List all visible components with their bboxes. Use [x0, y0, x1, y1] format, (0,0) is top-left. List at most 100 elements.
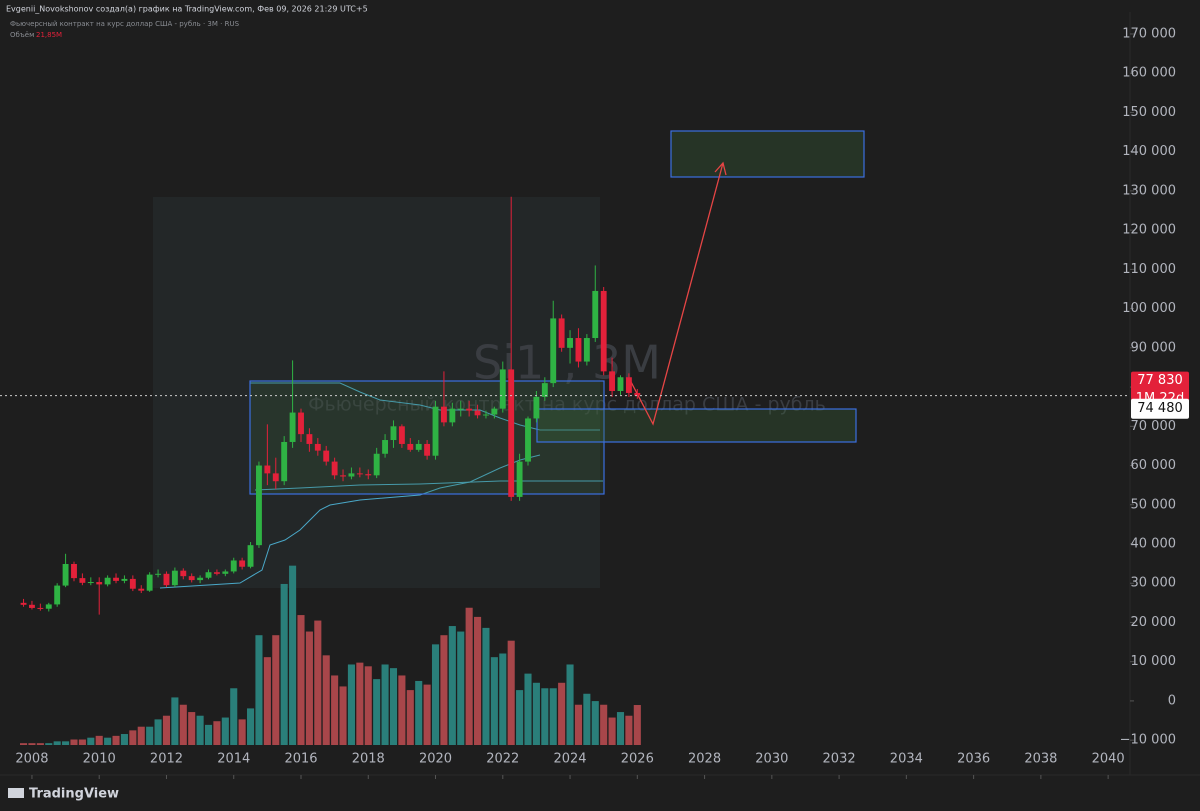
y-tick-label: −10 000	[1120, 733, 1176, 748]
y-tick-label: 20 000	[1131, 615, 1177, 630]
candle-body	[356, 473, 363, 475]
volume-bar	[490, 657, 498, 745]
y-tick-label: 60 000	[1131, 458, 1177, 473]
y-tick-label: 120 000	[1122, 223, 1176, 238]
candle-body	[550, 318, 557, 384]
y-tick-label: 0	[1168, 693, 1176, 708]
volume-bar	[406, 690, 414, 745]
volume-bar	[78, 739, 86, 745]
volume-bar	[221, 717, 229, 745]
candle-body	[634, 392, 641, 396]
volume-bar	[524, 673, 532, 745]
candle-body	[499, 369, 506, 409]
x-tick-label: 2018	[352, 752, 385, 767]
volume-last: 21,85M	[36, 31, 62, 39]
candle-body	[365, 474, 372, 476]
y-tick-label: 170 000	[1122, 26, 1176, 41]
candle-body	[79, 578, 86, 583]
x-tick-label: 2032	[823, 752, 856, 767]
volume-bar	[465, 607, 473, 745]
candle-body	[37, 607, 44, 609]
ma-line	[250, 382, 600, 431]
candle-body	[474, 410, 481, 416]
candle-body	[138, 588, 145, 591]
candle-body	[558, 318, 565, 348]
candle-body	[348, 473, 355, 477]
author-line: Evgenii_Novokshonov создал(а) график на …	[6, 5, 368, 14]
volume-name: Объём	[10, 31, 34, 39]
candle-body	[62, 564, 69, 586]
volume-bar	[154, 719, 162, 745]
volume-bar	[457, 631, 465, 745]
candle-body	[592, 290, 599, 339]
volume-bar	[549, 688, 557, 745]
y-tick-label: 70 000	[1131, 419, 1177, 434]
volume-bar	[87, 737, 95, 745]
x-tick-label: 2010	[83, 752, 116, 767]
candle-body	[609, 371, 616, 391]
volume-bar	[356, 662, 364, 745]
volume-bar	[431, 644, 440, 745]
candle-body	[331, 461, 338, 476]
volume-pane	[19, 565, 641, 745]
candle-body	[256, 465, 262, 546]
volume-bar	[171, 697, 179, 745]
candle-body	[382, 440, 389, 454]
y-tick-label: 100 000	[1122, 301, 1176, 316]
volume-bar	[137, 726, 145, 745]
candle-body	[398, 426, 405, 444]
candle-body	[163, 573, 170, 586]
volume-bar	[373, 679, 381, 745]
volume-bar	[482, 627, 490, 745]
volume-bar	[532, 682, 540, 745]
candle-body	[306, 434, 313, 444]
y-tick-label: 50 000	[1131, 497, 1177, 512]
volume-bar	[272, 635, 280, 745]
y-tick-label: 130 000	[1122, 183, 1176, 198]
candle-body	[516, 461, 523, 497]
candle-body	[457, 408, 464, 410]
volume-bar	[53, 741, 61, 745]
candle-body	[20, 602, 27, 605]
candle-body	[205, 572, 212, 578]
volume-bar	[583, 693, 591, 745]
target-box	[670, 130, 865, 178]
candle-body	[617, 377, 624, 391]
volume-bar	[230, 688, 238, 745]
x-tick-label: 2034	[890, 752, 923, 767]
volume-bar	[541, 688, 549, 745]
volume-bar	[600, 704, 608, 745]
candle-body	[264, 465, 271, 474]
ma-line	[159, 454, 541, 589]
volume-bar	[162, 715, 171, 745]
x-tick-label: 2016	[284, 752, 317, 767]
volume-bar	[633, 705, 641, 745]
y-tick-label: 40 000	[1131, 536, 1177, 551]
candle-body	[104, 577, 111, 585]
candle-body	[491, 408, 498, 415]
x-tick-label: 2012	[150, 752, 183, 767]
volume-bar	[297, 615, 305, 745]
volume-bar	[45, 743, 53, 745]
candle-body	[449, 408, 456, 423]
volume-bar	[474, 616, 482, 745]
x-tick-label: 2020	[419, 752, 452, 767]
candle-body	[583, 338, 590, 362]
candle-body	[415, 443, 422, 450]
volume-bar	[95, 735, 103, 745]
volume-bar	[70, 739, 78, 745]
volume-bar	[112, 735, 120, 745]
volume-bar	[625, 715, 633, 745]
x-tick-label: 2008	[15, 752, 48, 767]
candle-body	[239, 560, 246, 567]
volume-bar	[516, 690, 524, 745]
y-tick-label: 110 000	[1122, 262, 1176, 277]
candle-body	[541, 383, 548, 397]
y-tick-label: 90 000	[1131, 340, 1177, 355]
volume-bar	[104, 737, 112, 745]
volume-bar	[196, 715, 204, 745]
volume-bar	[339, 686, 347, 745]
candle-body	[188, 576, 195, 581]
candle-body	[29, 604, 35, 608]
volume-bar	[28, 743, 36, 745]
